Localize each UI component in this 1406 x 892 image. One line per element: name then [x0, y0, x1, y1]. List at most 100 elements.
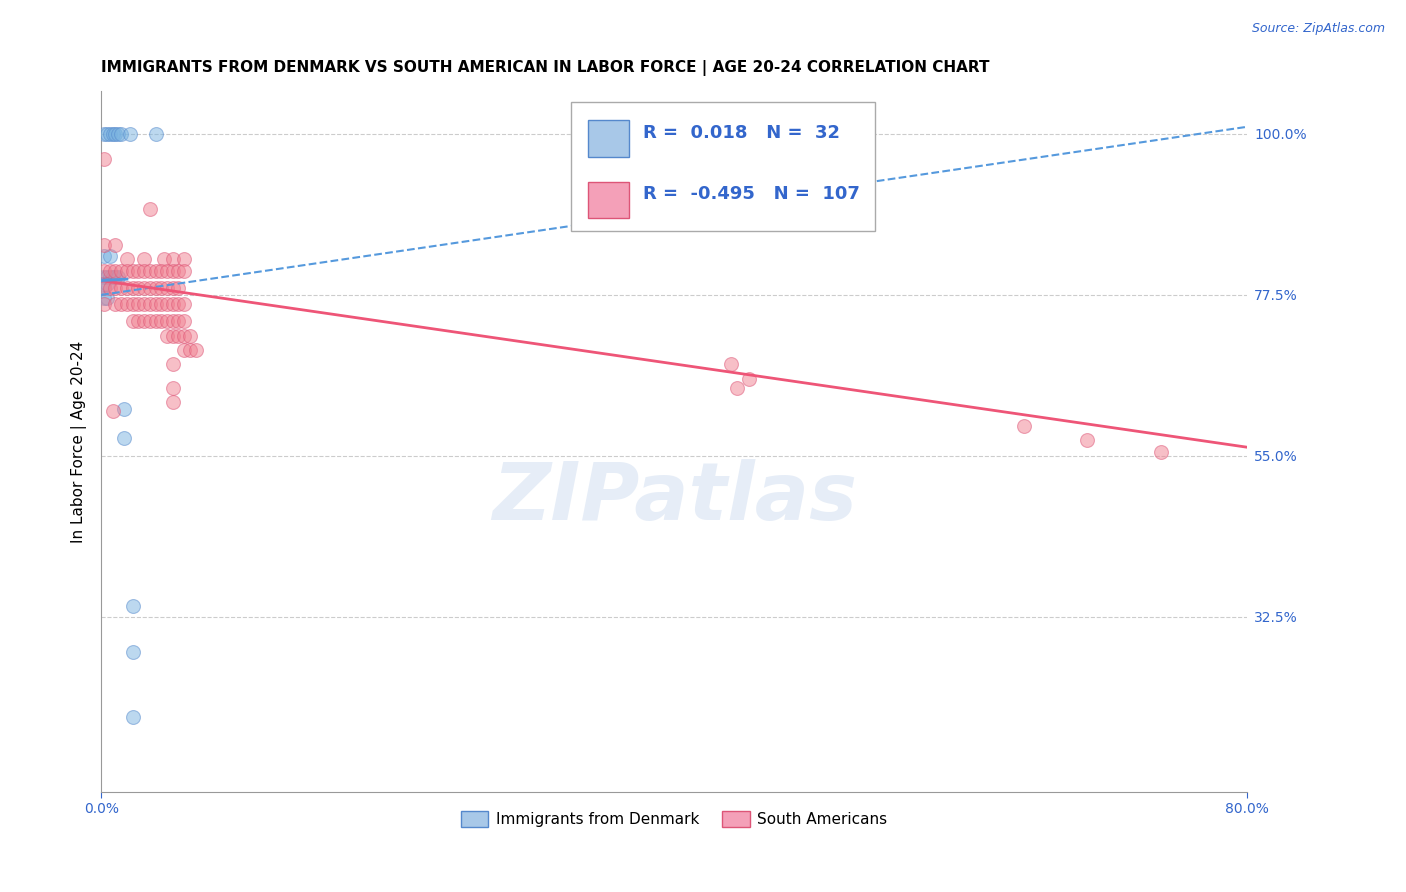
- Point: [118, 127, 141, 141]
- Point: [737, 371, 759, 385]
- Point: [162, 357, 184, 371]
- Point: [150, 281, 173, 295]
- Point: [167, 281, 190, 295]
- Point: [110, 297, 132, 311]
- Text: R =  -0.495   N =  107: R = -0.495 N = 107: [643, 186, 860, 203]
- Point: [173, 252, 195, 266]
- Point: [93, 281, 115, 295]
- Text: ZIPatlas: ZIPatlas: [492, 458, 856, 537]
- Point: [110, 264, 132, 278]
- Point: [121, 645, 143, 659]
- Point: [104, 237, 127, 252]
- Point: [127, 264, 149, 278]
- Point: [145, 281, 167, 295]
- Point: [93, 248, 115, 262]
- Point: [162, 328, 184, 343]
- Point: [127, 297, 149, 311]
- Point: [145, 297, 167, 311]
- Point: [96, 270, 118, 285]
- Point: [98, 264, 121, 278]
- Point: [93, 297, 115, 311]
- Point: [720, 357, 742, 371]
- Y-axis label: In Labor Force | Age 20-24: In Labor Force | Age 20-24: [72, 341, 87, 542]
- Point: [115, 252, 138, 266]
- Point: [179, 343, 201, 357]
- Point: [98, 281, 121, 295]
- Point: [184, 343, 207, 357]
- Point: [162, 252, 184, 266]
- Point: [93, 264, 115, 278]
- Point: [115, 297, 138, 311]
- Point: [115, 264, 138, 278]
- Point: [145, 264, 167, 278]
- Point: [104, 281, 127, 295]
- Point: [121, 599, 143, 613]
- Point: [101, 270, 124, 285]
- FancyBboxPatch shape: [588, 182, 630, 218]
- Text: IMMIGRANTS FROM DENMARK VS SOUTH AMERICAN IN LABOR FORCE | AGE 20-24 CORRELATION: IMMIGRANTS FROM DENMARK VS SOUTH AMERICA…: [101, 60, 990, 76]
- Point: [132, 314, 155, 328]
- Point: [150, 297, 173, 311]
- Point: [139, 297, 162, 311]
- Point: [173, 343, 195, 357]
- Point: [167, 297, 190, 311]
- Point: [173, 328, 195, 343]
- Point: [162, 395, 184, 409]
- Point: [121, 314, 143, 328]
- Point: [1150, 445, 1173, 459]
- Point: [93, 277, 115, 292]
- Point: [139, 314, 162, 328]
- Point: [112, 402, 135, 417]
- Point: [101, 127, 124, 141]
- Point: [107, 127, 129, 141]
- Point: [156, 264, 179, 278]
- Point: [173, 264, 195, 278]
- Point: [132, 264, 155, 278]
- Point: [110, 127, 132, 141]
- Point: [156, 314, 179, 328]
- Point: [162, 281, 184, 295]
- Point: [725, 381, 748, 395]
- Point: [150, 264, 173, 278]
- Point: [167, 328, 190, 343]
- Point: [121, 281, 143, 295]
- Point: [93, 292, 115, 306]
- Point: [167, 314, 190, 328]
- Point: [162, 297, 184, 311]
- Point: [156, 297, 179, 311]
- Point: [162, 264, 184, 278]
- Point: [132, 252, 155, 266]
- Point: [98, 248, 121, 262]
- Point: [104, 270, 127, 285]
- Point: [167, 264, 190, 278]
- Point: [156, 281, 179, 295]
- Point: [121, 297, 143, 311]
- Text: Source: ZipAtlas.com: Source: ZipAtlas.com: [1251, 22, 1385, 36]
- Point: [139, 281, 162, 295]
- Point: [112, 431, 135, 445]
- Point: [93, 270, 115, 285]
- Point: [145, 314, 167, 328]
- Point: [150, 314, 173, 328]
- Point: [93, 152, 115, 166]
- Point: [96, 127, 118, 141]
- Point: [145, 127, 167, 141]
- Point: [93, 237, 115, 252]
- Point: [139, 264, 162, 278]
- Point: [104, 127, 127, 141]
- Point: [132, 281, 155, 295]
- Point: [153, 252, 176, 266]
- Point: [110, 281, 132, 295]
- Point: [162, 381, 184, 395]
- Point: [162, 314, 184, 328]
- Point: [173, 297, 195, 311]
- Point: [173, 314, 195, 328]
- Text: R =  0.018   N =  32: R = 0.018 N = 32: [643, 124, 841, 142]
- Point: [1076, 433, 1098, 447]
- Legend: Immigrants from Denmark, South Americans: Immigrants from Denmark, South Americans: [454, 805, 894, 833]
- Point: [98, 270, 121, 285]
- Point: [104, 297, 127, 311]
- Point: [1012, 418, 1035, 433]
- Point: [101, 404, 124, 418]
- Point: [127, 314, 149, 328]
